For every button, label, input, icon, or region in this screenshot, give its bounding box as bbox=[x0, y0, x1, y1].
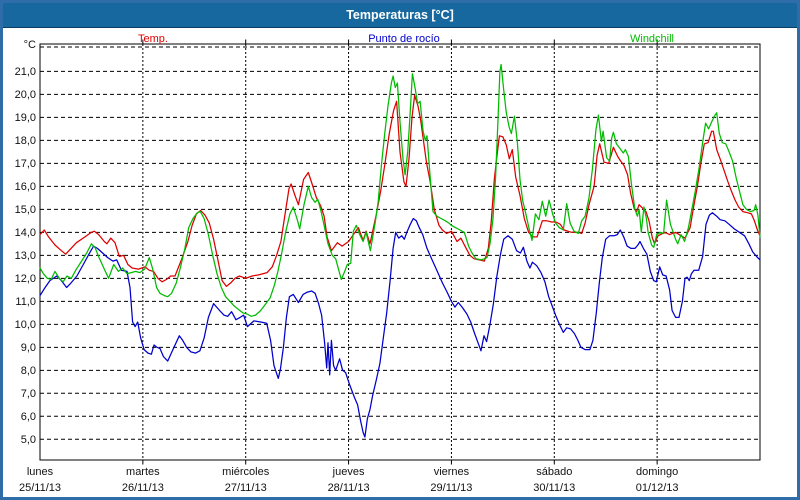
v-gridlines bbox=[142, 39, 658, 465]
day-date-label: 01/12/13 bbox=[636, 482, 679, 494]
y-tick-label: 7,0 bbox=[21, 388, 36, 400]
legend-item-windchill: Windchill bbox=[629, 33, 675, 45]
h-gridlines bbox=[40, 46, 760, 440]
y-tick-label: 16,0 bbox=[15, 181, 36, 193]
y-tick-label: 14,0 bbox=[15, 227, 36, 239]
day-date-label: 25/11/13 bbox=[19, 482, 61, 494]
day-date-label: 29/11/13 bbox=[430, 482, 472, 494]
temperature-chart: 21,0 20,0 19,0 18,0 17,0 16,0 15,0 14,0 13,0 12,0… bbox=[15, 39, 761, 494]
day-name-label: sábado bbox=[536, 466, 572, 478]
series-line-2 bbox=[39, 63, 761, 317]
day-name-label: viernes bbox=[434, 466, 470, 478]
y-tick-label: 10,0 bbox=[15, 319, 36, 331]
y-tick-label: 13,0 bbox=[15, 250, 36, 262]
day-date-label: 27/11/13 bbox=[225, 482, 267, 494]
y-tick-label: 19,0 bbox=[15, 112, 36, 124]
legend-item-dew-point: Punto de rocío bbox=[368, 33, 440, 45]
day-name-label: miércoles bbox=[222, 466, 270, 478]
series-line-0 bbox=[39, 94, 761, 288]
y-tick-label: 17,0 bbox=[15, 158, 36, 170]
day-name-label: jueves bbox=[332, 466, 365, 478]
day-date-label: 26/11/13 bbox=[122, 482, 164, 494]
day-name-label: martes bbox=[126, 466, 160, 478]
window-title: Temperaturas [°C] bbox=[346, 8, 454, 22]
day-name-label: lunes bbox=[27, 466, 54, 478]
plot-border bbox=[39, 43, 761, 461]
y-tick-label: 21,0 bbox=[15, 66, 36, 78]
chart-area: 21,0 20,0 19,0 18,0 17,0 16,0 15,0 14,0 13,0 12,0… bbox=[3, 28, 797, 497]
y-tick-label: 5,0 bbox=[21, 434, 36, 446]
y-tick-label: 6,0 bbox=[21, 411, 36, 423]
y-axis-unit-label: °C bbox=[24, 39, 36, 51]
y-tick-label: 9,0 bbox=[21, 342, 36, 354]
legend-item-temp: Temp. bbox=[138, 33, 168, 45]
y-tick-label: 8,0 bbox=[21, 365, 36, 377]
y-tick-labels: 21,0 20,0 19,0 18,0 17,0 16,0 15,0 14,0 13,0 12,0… bbox=[15, 39, 36, 446]
y-tick-label: 15,0 bbox=[15, 204, 36, 216]
x-day-labels: lunes 25/11/13 martes 26/11/13 miércoles 27/1… bbox=[19, 466, 679, 494]
y-tick-label: 18,0 bbox=[15, 135, 36, 147]
y-tick-label: 12,0 bbox=[15, 273, 36, 285]
title-bar: Temperaturas [°C] bbox=[3, 3, 797, 28]
day-name-label: domingo bbox=[636, 466, 678, 478]
day-date-label: 30/11/13 bbox=[533, 482, 575, 494]
y-tick-label: 11,0 bbox=[15, 296, 36, 308]
series-line-1 bbox=[39, 212, 761, 438]
y-tick-label: 20,0 bbox=[15, 89, 36, 101]
day-date-label: 28/11/13 bbox=[328, 482, 370, 494]
